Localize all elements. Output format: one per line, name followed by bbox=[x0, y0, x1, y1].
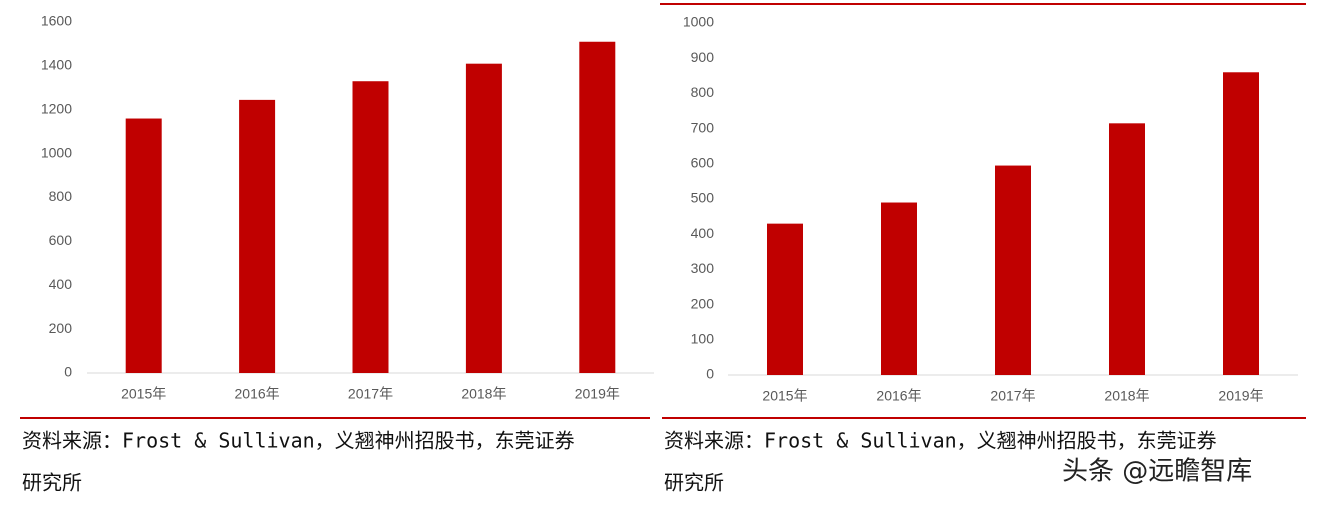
bar bbox=[1109, 123, 1145, 375]
x-tick-label: 2018年 bbox=[461, 386, 506, 402]
y-tick-label: 800 bbox=[49, 188, 73, 204]
bar bbox=[995, 165, 1031, 375]
y-tick-label: 700 bbox=[691, 119, 715, 135]
y-tick-label: 600 bbox=[691, 155, 715, 171]
source-note: 研究所 bbox=[22, 471, 82, 495]
y-tick-label: 0 bbox=[64, 364, 72, 380]
bar bbox=[579, 41, 616, 374]
bar bbox=[239, 99, 276, 374]
source-note: 研究所 bbox=[664, 471, 724, 495]
watermark: 头条 @远瞻智库 bbox=[1062, 457, 1252, 487]
y-tick-label: 300 bbox=[691, 260, 715, 276]
bar bbox=[881, 202, 917, 375]
y-tick-label: 600 bbox=[49, 232, 73, 248]
source-note: 资料来源：Frost & Sullivan，义翘神州招股书，东莞证券 bbox=[664, 429, 1217, 453]
y-tick-label: 400 bbox=[691, 225, 715, 241]
x-tick-label: 2015年 bbox=[762, 388, 807, 404]
x-tick-label: 2016年 bbox=[876, 388, 921, 404]
y-tick-label: 1000 bbox=[41, 144, 72, 160]
y-tick-label: 1000 bbox=[683, 14, 714, 30]
x-tick-label: 2019年 bbox=[1218, 388, 1263, 404]
x-tick-label: 2017年 bbox=[348, 386, 393, 402]
y-tick-label: 1200 bbox=[41, 100, 72, 116]
y-tick-label: 1400 bbox=[41, 57, 72, 73]
y-tick-label: 800 bbox=[691, 84, 715, 100]
y-tick-label: 200 bbox=[691, 295, 715, 311]
x-tick-label: 2017年 bbox=[990, 388, 1035, 404]
bar bbox=[465, 63, 502, 374]
x-tick-label: 2016年 bbox=[235, 386, 280, 402]
y-tick-label: 900 bbox=[691, 49, 715, 65]
y-tick-label: 100 bbox=[691, 331, 715, 347]
x-tick-label: 2019年 bbox=[575, 386, 620, 402]
bar bbox=[767, 223, 803, 375]
y-tick-label: 500 bbox=[691, 190, 715, 206]
y-tick-label: 0 bbox=[706, 366, 714, 382]
y-tick-label: 1600 bbox=[41, 13, 72, 29]
bar bbox=[125, 118, 162, 374]
x-tick-label: 2015年 bbox=[121, 386, 166, 402]
y-tick-label: 400 bbox=[49, 276, 73, 292]
source-note: 资料来源：Frost & Sullivan，义翘神州招股书，东莞证券 bbox=[22, 429, 575, 453]
x-tick-label: 2018年 bbox=[1104, 388, 1149, 404]
bar bbox=[352, 81, 389, 373]
y-tick-label: 200 bbox=[49, 320, 73, 336]
bar bbox=[1223, 72, 1259, 375]
